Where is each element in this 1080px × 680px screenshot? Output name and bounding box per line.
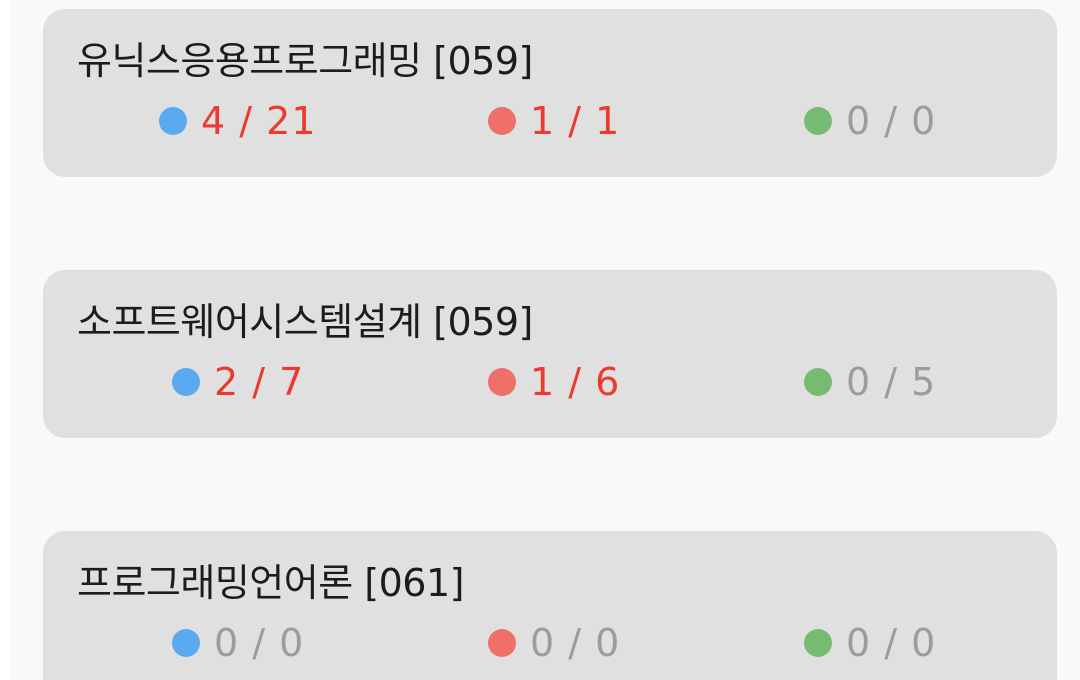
stat-blue: 4 / 21 <box>159 101 317 141</box>
red-dot-icon <box>488 107 516 135</box>
red-dot-icon <box>488 368 516 396</box>
course-card[interactable]: 유닉스응용프로그래밍 [059] 4 / 21 1 / 1 0 / 0 <box>43 9 1057 177</box>
green-dot-icon <box>804 107 832 135</box>
stat-red-count: 1 / 6 <box>530 360 621 404</box>
stat-red-count: 1 / 1 <box>530 99 621 143</box>
stat-blue: 2 / 7 <box>172 362 304 402</box>
green-dot-icon <box>804 368 832 396</box>
green-dot-icon <box>804 629 832 657</box>
stat-green: 0 / 0 <box>804 623 936 663</box>
stat-green: 0 / 0 <box>804 101 936 141</box>
stat-red-count: 0 / 0 <box>530 621 621 665</box>
course-card[interactable]: 프로그래밍언어론 [061] 0 / 0 0 / 0 0 / 0 <box>43 531 1057 680</box>
stat-blue-count: 4 / 21 <box>201 99 317 143</box>
course-title: 프로그래밍언어론 [061] <box>77 561 464 605</box>
blue-dot-icon <box>159 107 187 135</box>
stat-green-count: 0 / 5 <box>846 360 937 404</box>
stat-red: 1 / 1 <box>488 101 620 141</box>
stat-green-count: 0 / 0 <box>846 99 937 143</box>
course-card[interactable]: 소프트웨어시스템설계 [059] 2 / 7 1 / 6 0 / 5 <box>43 270 1057 438</box>
stat-red: 0 / 0 <box>488 623 620 663</box>
course-title: 소프트웨어시스템설계 [059] <box>77 300 533 344</box>
blue-dot-icon <box>172 368 200 396</box>
red-dot-icon <box>488 629 516 657</box>
stat-red: 1 / 6 <box>488 362 620 402</box>
stat-blue: 0 / 0 <box>172 623 304 663</box>
stat-blue-count: 0 / 0 <box>214 621 305 665</box>
stat-blue-count: 2 / 7 <box>214 360 305 404</box>
course-list: 유닉스응용프로그래밍 [059] 4 / 21 1 / 1 0 / 0 소프트웨… <box>10 0 1080 680</box>
course-title: 유닉스응용프로그래밍 [059] <box>77 39 533 83</box>
stat-green-count: 0 / 0 <box>846 621 937 665</box>
stat-green: 0 / 5 <box>804 362 936 402</box>
blue-dot-icon <box>172 629 200 657</box>
